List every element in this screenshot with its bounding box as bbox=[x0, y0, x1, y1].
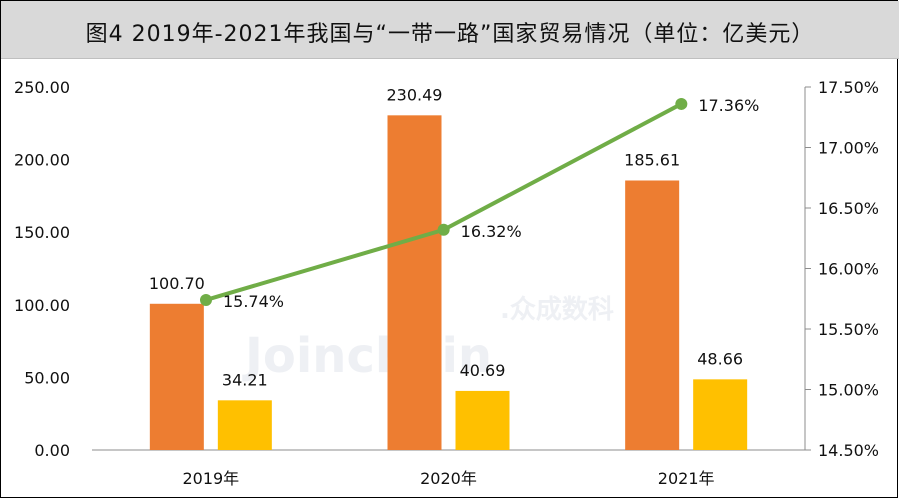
y-tick-label: 50.00 bbox=[24, 368, 70, 387]
bar-1 bbox=[149, 303, 204, 450]
line-marker bbox=[199, 293, 212, 306]
watermark-suffix: .众成数科 bbox=[500, 295, 614, 325]
line-value-label: 17.36% bbox=[698, 96, 759, 115]
chart-title: 图4 2019年-2021年我国与“一带一路”国家贸易情况（单位：亿美元） bbox=[85, 22, 815, 47]
bar-2 bbox=[455, 390, 510, 450]
title-bar: 图4 2019年-2021年我国与“一带一路”国家贸易情况（单位：亿美元） bbox=[1, 1, 899, 59]
bar-2 bbox=[217, 400, 272, 450]
bar-1 bbox=[387, 115, 442, 450]
line-marker bbox=[437, 223, 450, 236]
line-marker bbox=[675, 97, 688, 110]
line-value-label: 16.32% bbox=[461, 222, 522, 241]
y2-tick-label: 15.50% bbox=[818, 320, 879, 339]
y-tick-label: 100.00 bbox=[14, 296, 70, 315]
y2-tick-label: 15.00% bbox=[818, 381, 879, 400]
watermark-brand: Joinchain bbox=[242, 328, 492, 384]
bar-2 bbox=[693, 379, 748, 450]
bar-value-label: 100.70 bbox=[149, 274, 205, 293]
bar-value-label: 185.61 bbox=[624, 150, 680, 169]
x-tick-label: 2020年 bbox=[420, 469, 477, 488]
y2-tick-label: 17.50% bbox=[818, 78, 879, 97]
y2-axis-ticks: 14.50% 15.00% 15.50% 16.00% 16.50% 17.00% 17.5… bbox=[805, 78, 879, 460]
bar-value-label: 40.69 bbox=[460, 361, 506, 380]
y-tick-label: 0.00 bbox=[34, 441, 70, 460]
y2-tick-label: 16.00% bbox=[818, 260, 879, 279]
y-tick-label: 250.00 bbox=[14, 78, 70, 97]
bar-value-label: 48.66 bbox=[697, 349, 743, 368]
y-tick-label: 200.00 bbox=[14, 151, 70, 170]
x-axis-labels: 2019年 2020年 2021年 bbox=[182, 469, 714, 488]
bar-value-label: 230.49 bbox=[387, 85, 443, 104]
bars bbox=[149, 115, 748, 451]
data-labels: 100.70 34.21 230.49 40.69 185.61 48.66 15.74% 1… bbox=[149, 85, 760, 389]
y-axis-ticks: 0.00 50.00 100.00 150.00 200.00 250.00 bbox=[14, 78, 70, 460]
y2-tick-label: 14.50% bbox=[818, 441, 879, 460]
bar-value-label: 34.21 bbox=[222, 370, 268, 389]
x-tick-label: 2019年 bbox=[182, 469, 239, 488]
x-tick-label: 2021年 bbox=[658, 469, 715, 488]
y2-tick-label: 16.50% bbox=[818, 199, 879, 218]
bar-1 bbox=[625, 180, 680, 451]
line-path bbox=[205, 102, 683, 302]
y-tick-label: 150.00 bbox=[14, 223, 70, 242]
watermark: Joinchain .众成数科 bbox=[242, 295, 614, 384]
line-series bbox=[199, 97, 688, 306]
line-value-label: 15.74% bbox=[223, 292, 284, 311]
y2-tick-label: 17.00% bbox=[818, 139, 879, 158]
